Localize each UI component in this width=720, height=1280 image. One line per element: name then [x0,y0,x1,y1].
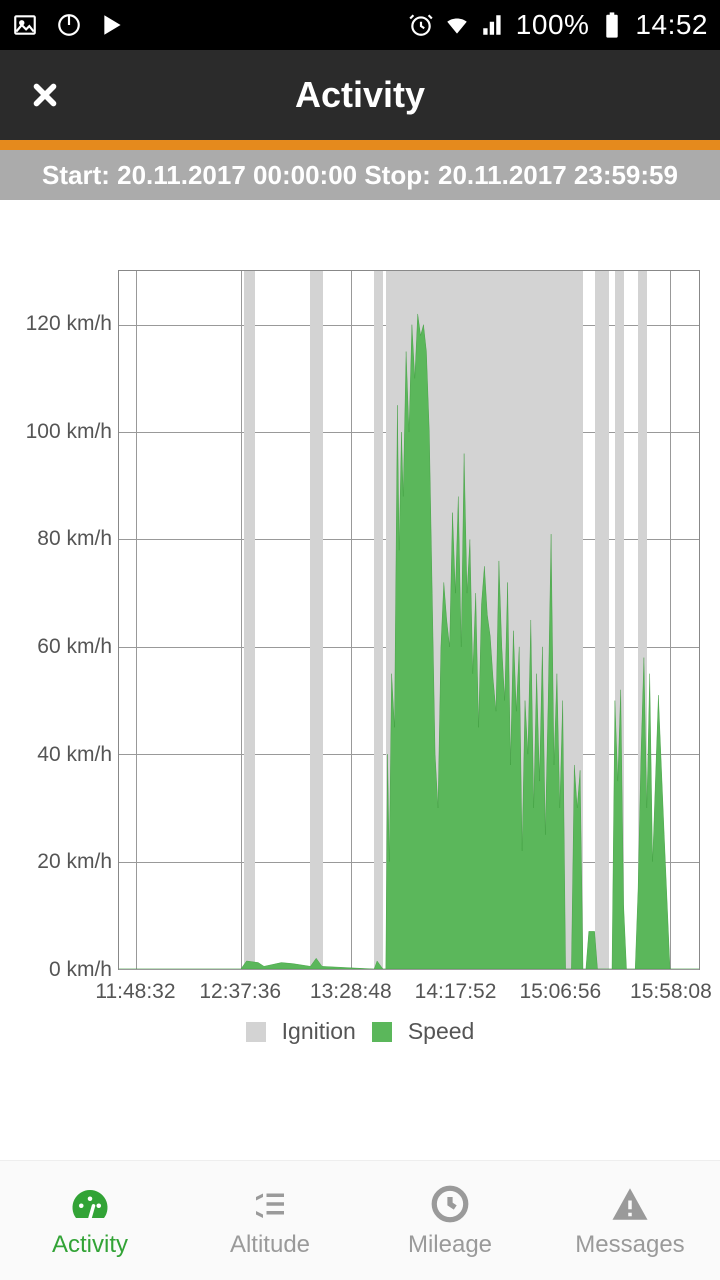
ytick-label: 0 km/h [49,958,112,982]
nav-label: Altitude [230,1231,310,1259]
legend-swatch-ignition [246,1022,266,1042]
nav-messages[interactable]: Messages [540,1161,720,1280]
ytick-label: 40 km/h [37,743,112,767]
xtick-label: 12:37:36 [199,980,281,1004]
ytick-label: 80 km/h [37,527,112,551]
legend-label-ignition: Ignition [282,1018,356,1045]
time-range-bar: Start: 20.11.2017 00:00:00 Stop: 20.11.2… [0,150,720,200]
app-header: Activity [0,50,720,140]
status-time: 14:52 [635,9,708,41]
alarm-icon [408,12,434,38]
chart-plot[interactable] [118,270,700,970]
signal-icon [480,12,506,38]
ytick-label: 60 km/h [37,635,112,659]
power-icon [56,12,82,38]
status-left [12,12,126,38]
chart-legend: Ignition Speed [0,1018,720,1045]
nav-mileage[interactable]: Mileage [360,1161,540,1280]
legend-swatch-speed [372,1022,392,1042]
chart-area: Ignition Speed 0 km/h 20 km/h 40 km/h 60 km… [0,200,720,1160]
close-button[interactable] [0,50,90,140]
clock-icon [429,1183,471,1225]
ytick-label: 20 km/h [37,850,112,874]
xtick-label: 13:28:48 [310,980,392,1004]
xtick-label: 15:06:56 [519,980,601,1004]
accent-bar [0,140,720,150]
xtick-label: 11:48:32 [95,980,175,1004]
xtick-label: 14:17:52 [415,980,497,1004]
speed-series [119,271,699,969]
wifi-icon [444,12,470,38]
nav-altitude[interactable]: Altitude [180,1161,360,1280]
nav-activity[interactable]: Activity [0,1161,180,1280]
ytick-label: 120 km/h [26,312,112,336]
page-title: Activity [0,74,720,116]
android-status-bar: 100% 14:52 [0,0,720,50]
battery-pct: 100% [516,9,590,41]
gridline-h [119,969,699,970]
play-store-icon [100,12,126,38]
image-icon [12,12,38,38]
close-icon [28,78,62,112]
nav-label: Activity [52,1231,128,1259]
status-right: 100% 14:52 [408,9,708,41]
xtick-label: 15:58:08 [630,980,712,1004]
gauge-icon [69,1183,111,1225]
legend-label-speed: Speed [408,1018,475,1045]
nav-label: Mileage [408,1231,492,1259]
altitude-icon [249,1183,291,1225]
bottom-nav: Activity Altitude Mileage Messages [0,1160,720,1280]
warning-icon [609,1183,651,1225]
battery-icon [599,12,625,38]
ytick-label: 100 km/h [26,420,112,444]
nav-label: Messages [575,1231,684,1259]
